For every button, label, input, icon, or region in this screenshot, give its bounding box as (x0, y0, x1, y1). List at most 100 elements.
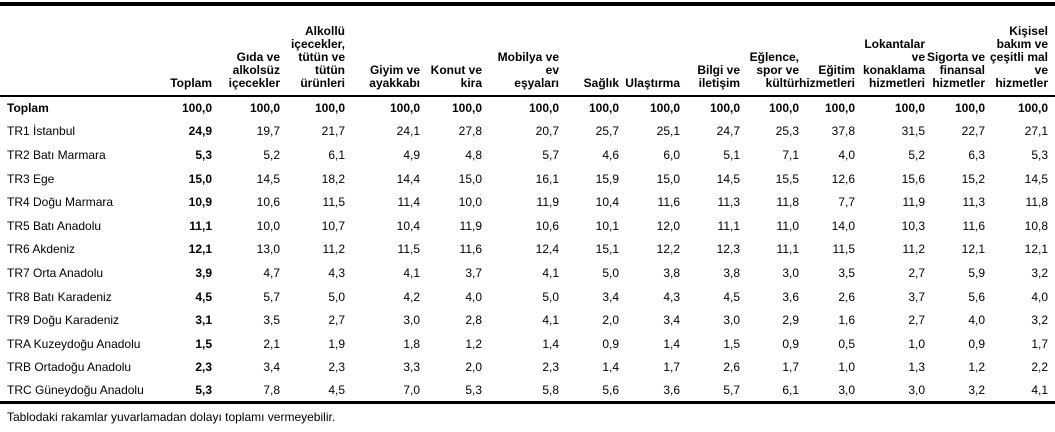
cell: 100,0 (588, 101, 619, 116)
cell: 15,0 (656, 171, 680, 186)
cell: 5,0 (602, 265, 619, 280)
row-label: TR4 Doğu Marmara (7, 195, 114, 210)
cell: 4,0 (968, 313, 985, 328)
row-header-spacer (0, 4, 163, 97)
cell: 24,9 (188, 124, 212, 139)
cell: 0,9 (782, 336, 799, 351)
cell: 27,8 (458, 124, 482, 139)
cell: 5,1 (723, 147, 740, 162)
table-row: Toplam 100,0 100,0 100,0 100,0 100,0 100,0 100,… (0, 96, 1055, 120)
cell: 11,6 (962, 218, 985, 233)
column-header: Ulaştırma (619, 4, 680, 97)
cell: 25,1 (656, 124, 680, 139)
cell: 2,0 (465, 360, 482, 375)
cell: 10,0 (256, 218, 280, 233)
cell: 12,1 (188, 242, 212, 257)
cell: 20,7 (535, 124, 559, 139)
cell: 1,2 (465, 336, 482, 351)
cell: 5,0 (328, 289, 345, 304)
cell: 100,0 (894, 101, 925, 116)
cell: 100,0 (954, 101, 985, 116)
cell: 0,9 (968, 336, 985, 351)
cell: 1,4 (602, 360, 619, 375)
column-header: Alkollü içecekler, tütün ve tütün ürünle… (280, 4, 345, 97)
cell: 3,8 (723, 265, 740, 280)
cell: 6,3 (968, 147, 985, 162)
cell: 1,7 (1031, 336, 1048, 351)
cell: 3,7 (465, 265, 482, 280)
column-header: Mobilya ve ev eşyaları (482, 4, 559, 97)
row-label: TRC Güneydoğu Anadolu (7, 383, 144, 398)
cell: 2,3 (195, 360, 212, 375)
cell: 15,0 (458, 171, 482, 186)
cell: 3,5 (263, 313, 280, 328)
cell: 11,5 (322, 195, 345, 210)
table-footnote: Tablodaki rakamlar yuvarlamadan dolayı t… (7, 410, 336, 425)
cell: 14,5 (1024, 171, 1048, 186)
cell: 1,0 (838, 360, 855, 375)
column-header: Konut ve kira (420, 4, 482, 97)
cell: 3,2 (1031, 265, 1048, 280)
cell: 4,1 (1031, 383, 1048, 398)
cell: 10,4 (595, 195, 619, 210)
column-header: Sigorta ve finansal hizmetler (925, 4, 985, 97)
table-row: TR4 Doğu Marmara 10,9 10,6 11,5 11,4 10,0 11,9… (0, 190, 1055, 214)
cell: 10,1 (595, 218, 619, 233)
cell: 11,6 (459, 242, 482, 257)
cell: 13,0 (256, 242, 280, 257)
column-header: Toplam (163, 4, 212, 97)
table-row: TR7 Orta Anadolu 3,9 4,7 4,3 4,1 3,7 4,1 5,0 3,8… (0, 261, 1055, 285)
cell: 11,9 (536, 195, 559, 210)
cell: 37,8 (831, 124, 855, 139)
cell: 1,3 (908, 360, 925, 375)
cell: 7,7 (838, 195, 855, 210)
cell: 4,2 (403, 289, 420, 304)
cell: 6,0 (663, 147, 680, 162)
cell: 15,2 (961, 171, 985, 186)
cell: 25,7 (595, 124, 619, 139)
cell: 2,8 (465, 313, 482, 328)
row-label: TR3 Ege (7, 171, 55, 186)
cell: 0,9 (602, 336, 619, 351)
cell: 1,6 (838, 313, 855, 328)
cell: 12,0 (656, 218, 680, 233)
cell: 11,0 (776, 218, 799, 233)
cell: 11,3 (717, 195, 740, 210)
cell: 10,3 (901, 218, 925, 233)
row-label: Toplam (7, 101, 49, 116)
cell: 12,4 (535, 242, 559, 257)
cell: 100,0 (709, 101, 740, 116)
table-row: TRA Kuzeydoğu Anadolu 1,5 2,1 1,9 1,8 1,2 1,4 0… (0, 332, 1055, 356)
cell: 3,6 (782, 289, 799, 304)
cell: 10,6 (535, 218, 559, 233)
cell: 16,1 (535, 171, 559, 186)
row-label: TR1 İstanbul (7, 124, 76, 139)
cell: 11,5 (397, 242, 420, 257)
cell: 24,1 (396, 124, 420, 139)
cell: 4,0 (838, 147, 855, 162)
cell: 100,0 (249, 101, 280, 116)
cell: 22,7 (961, 124, 985, 139)
cell: 15,6 (901, 171, 925, 186)
cell: 1,2 (968, 360, 985, 375)
cell: 5,7 (723, 383, 740, 398)
cell: 3,1 (195, 313, 212, 328)
cell: 100,0 (314, 101, 345, 116)
column-header: Kişisel bakım ve çeşitli mal ve hizmetle… (985, 4, 1055, 97)
cell: 4,6 (602, 147, 619, 162)
cell: 3,2 (968, 383, 985, 398)
cell: 19,7 (256, 124, 280, 139)
cell: 2,2 (1031, 360, 1048, 375)
cell: 15,1 (595, 242, 619, 257)
cell: 7,1 (782, 147, 799, 162)
row-label: TRB Ortadoğu Anadolu (7, 360, 132, 375)
column-header: Sağlık (559, 4, 619, 97)
cell: 2,9 (782, 313, 799, 328)
cell: 10,6 (256, 195, 280, 210)
cell: 3,5 (838, 265, 855, 280)
cell: 5,2 (908, 147, 925, 162)
cell: 11,2 (902, 242, 925, 257)
cell: 11,3 (962, 195, 985, 210)
column-header: Eğlence, spor ve kültür (740, 4, 799, 97)
cell: 0,5 (838, 336, 855, 351)
